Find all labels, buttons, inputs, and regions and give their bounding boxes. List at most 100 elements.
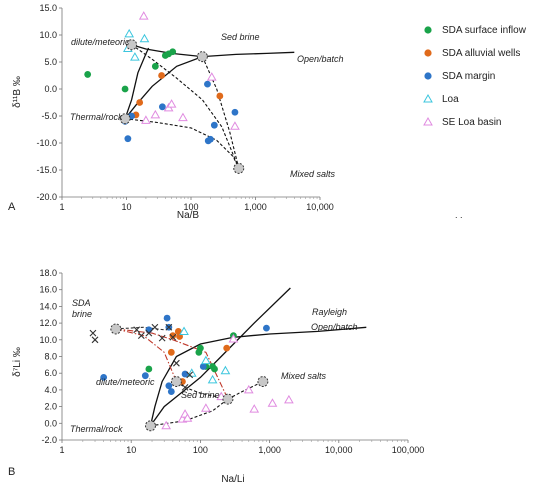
panel-b-point-loa: [220, 365, 231, 375]
panel-b-point-sda-margin: [263, 324, 270, 332]
panel-a-axes: -20.0 -15.0 -10.0 -5.0 0.0 5.0 10.0 15.0 1 10 100 1…: [36, 3, 333, 212]
legend-sda-alluvial-wells-marker: [424, 49, 432, 57]
panel-a-point-se-loa-basin: [230, 121, 240, 130]
panel-b-point-se-loa-basin: [267, 398, 278, 407]
panel-a-curve-solid: [124, 47, 150, 119]
panel-a-mixing-curves: [124, 44, 295, 169]
panel-b-chart: -2.0 0.0 2.0 4.0 6.0 8.0 10.0 12.0 14.0 16.0 18.0 1…: [8, 268, 424, 485]
panel-b-y-tick-label: 0.0: [44, 418, 57, 428]
panel-b-x-tick-label: 1,000: [258, 445, 281, 455]
panel-b-point-se-loa-basin: [161, 420, 172, 430]
panel-a-x-tick-label: 1: [59, 202, 64, 212]
panel-a-y-tick-label: -20.0: [36, 192, 57, 202]
panel-a-point-sda-alluvial-wells: [216, 92, 224, 100]
panel-b-end-member-sed-brine: [222, 393, 234, 405]
panel-a-y-tick-label: 10.0: [39, 30, 57, 40]
panel-a-chart: -20.0 -15.0 -10.0 -5.0 0.0 5.0 10.0 15.0 1 10 100 1…: [8, 3, 344, 221]
panel-b-point-x: [145, 329, 153, 337]
panel-b-point-x: [165, 323, 173, 331]
panel-b-point-se-loa-basin: [228, 333, 239, 343]
panel-a-point-sda-margin: [207, 135, 214, 143]
panel-a-point-sda-surface-inflow: [84, 71, 92, 78]
panel-b-point-sda-margin: [163, 314, 171, 322]
panel-b-end-members: [110, 323, 269, 432]
panel-a-y-tick-label: -10.0: [36, 138, 57, 148]
legend-loa-marker: [423, 93, 433, 103]
panel-b-point-x: [151, 323, 159, 331]
panel-b-point-sda-alluvial-wells: [167, 348, 175, 356]
panel-a-x-tick-label: 10,000: [306, 202, 334, 212]
panel-b-y-tick-label: 6.0: [44, 368, 57, 378]
panel-b-x-tick-label: 1: [59, 445, 64, 455]
panel-b-end-member-dilute-meteoric: [170, 376, 182, 388]
panel-a-point-sda-margin: [124, 135, 132, 143]
panel-b-curve-dashed: [227, 381, 264, 400]
panel-a-point-loa: [130, 52, 140, 61]
panel-a-point-sda-margin: [204, 80, 211, 88]
panel-b-ylabel: δ⁷Li ‰: [12, 347, 23, 377]
panel-a-y-tick-label: -15.0: [36, 165, 57, 175]
legend-sda-margin-marker: [424, 72, 432, 80]
panel-b-point-sda-surface-inflow: [211, 365, 218, 373]
panel-a-end-member-mixed-salts: [233, 162, 245, 174]
panel-b-point-x: [133, 326, 141, 334]
panel-b-curve-dashed: [176, 381, 229, 400]
panel-b-point-sda-margin: [167, 388, 175, 395]
panel-a-point-sda-margin: [158, 103, 166, 111]
panel-b-point-sda-margin: [165, 382, 173, 390]
panel-a-point-se-loa-basin: [150, 109, 161, 119]
panel-b-data-points: [89, 314, 294, 430]
panel-b-point-loa: [207, 374, 218, 384]
panel-b-annotation-dilute-meteoric: dilute/meteoric: [96, 377, 155, 387]
panel-b-annotation-thermal-rock: Thermal/rock: [70, 424, 123, 434]
panel-b-point-sda-margin: [199, 363, 207, 370]
panel-b-point-x: [181, 384, 189, 391]
panel-b-letter: B: [8, 466, 15, 478]
legend-sda-alluvial-wells-label: SDA alluvial wells: [442, 48, 520, 59]
panel-a-point-sda-margin: [210, 121, 218, 129]
panel-a-end-member-thermal-rock: [119, 113, 131, 125]
panel-b-point-se-loa-basin: [243, 384, 254, 394]
panel-b-point-loa: [201, 355, 211, 365]
panel-a-point-sda-alluvial-wells: [136, 99, 144, 106]
panel-b-annotation-sed-brine: Sed brine: [181, 390, 220, 400]
panel-a-end-member-sed-brine: [196, 51, 208, 63]
panel-a-annotation-thermal-rock: Thermal/rock: [70, 112, 123, 122]
panel-b-x-tick-label: 10,000: [325, 445, 353, 455]
legend-sda-surface-inflow-label: SDA surface inflow: [442, 25, 527, 36]
panel-b-y-tick-label: 8.0: [44, 352, 57, 362]
panel-b-y-tick-label: 4.0: [44, 385, 57, 395]
panel-a-point-se-loa-basin: [166, 99, 177, 108]
panel-b-point-x: [137, 332, 145, 340]
panel-a-x-tick-label: 100: [183, 202, 198, 212]
panel-a-annotation-sed-brine: Sed brine: [221, 32, 260, 42]
panel-b-point-sda-alluvial-wells: [223, 344, 231, 352]
panel-a-y-tick-label: 5.0: [44, 57, 57, 67]
legend-sda-margin-label: SDA margin: [442, 71, 495, 82]
panel-b-curve-dashdot: [115, 328, 177, 382]
panel-a-point-sda-surface-inflow: [169, 48, 177, 56]
panel-a-curve-dashed: [201, 56, 240, 169]
panel-a-data-points: [84, 11, 240, 145]
panel-b-point-loa: [179, 326, 189, 335]
panel-a-annotation-dilute-meteoric: dilute/meteoric: [71, 37, 130, 47]
panel-a-letter: A: [8, 201, 16, 213]
panel-a-end-member-dilute-meteoric: [126, 39, 138, 51]
panel-a-point-sda-margin: [231, 108, 239, 116]
legend-sda-surface-inflow-marker: [424, 26, 432, 34]
panel-b-axes: -2.0 0.0 2.0 4.0 6.0 8.0 10.0 12.0 14.0 16.0 18.0 1…: [39, 268, 424, 455]
panel-a-curve-solid: [131, 44, 203, 58]
panel-a-point-sda-alluvial-wells: [158, 72, 165, 79]
panel-b-y-tick-label: 16.0: [39, 285, 57, 295]
panel-a-y-tick-label: -5.0: [41, 111, 57, 121]
panel-a-y-tick-label: 0.0: [44, 84, 57, 94]
panel-a-point-se-loa-basin: [178, 112, 188, 122]
panel-b-point-sda-alluvial-wells: [169, 332, 177, 340]
panel-a-x-tick-label: 10: [121, 202, 131, 212]
panel-b-x-tick-label: 100,000: [392, 445, 425, 455]
panel-a-annotation-open-batch: Open/batch: [297, 54, 344, 64]
panel-b-point-se-loa-basin: [284, 394, 294, 404]
panel-a-curve-dashed: [131, 44, 240, 169]
panel-b-curve-solid: [149, 326, 367, 426]
